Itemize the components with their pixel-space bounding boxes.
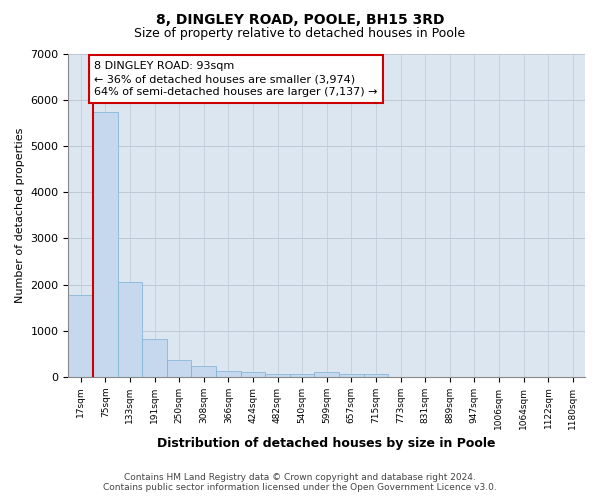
Y-axis label: Number of detached properties: Number of detached properties <box>15 128 25 303</box>
Text: Size of property relative to detached houses in Poole: Size of property relative to detached ho… <box>134 28 466 40</box>
Bar <box>93 112 118 377</box>
Bar <box>314 372 339 377</box>
Bar <box>142 339 167 377</box>
Bar <box>265 374 290 377</box>
Bar <box>191 366 216 377</box>
Text: Contains HM Land Registry data © Crown copyright and database right 2024.
Contai: Contains HM Land Registry data © Crown c… <box>103 473 497 492</box>
Text: 8 DINGLEY ROAD: 93sqm
← 36% of detached houses are smaller (3,974)
64% of semi-d: 8 DINGLEY ROAD: 93sqm ← 36% of detached … <box>94 61 378 98</box>
Bar <box>216 372 241 377</box>
Bar <box>167 360 191 377</box>
Bar <box>364 374 388 377</box>
Bar <box>68 294 93 377</box>
Text: 8, DINGLEY ROAD, POOLE, BH15 3RD: 8, DINGLEY ROAD, POOLE, BH15 3RD <box>156 12 444 26</box>
Bar <box>290 374 314 377</box>
Bar <box>339 374 364 377</box>
Bar <box>241 372 265 377</box>
X-axis label: Distribution of detached houses by size in Poole: Distribution of detached houses by size … <box>157 437 496 450</box>
Bar <box>118 282 142 377</box>
